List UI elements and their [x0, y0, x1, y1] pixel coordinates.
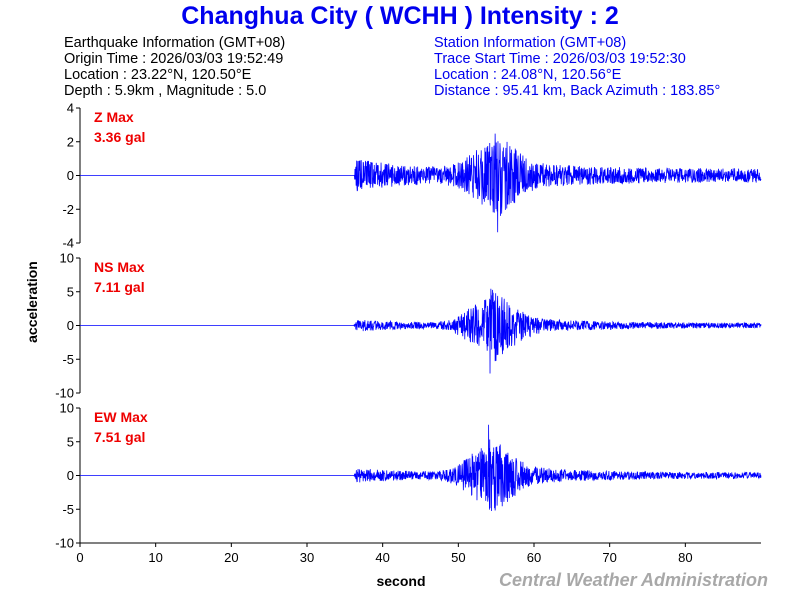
station-info-header: Station Information (GMT+08)	[434, 35, 627, 51]
y-tick-label: 2	[67, 134, 74, 149]
peak-label: NS Max	[94, 259, 145, 275]
peak-label: EW Max	[94, 409, 148, 425]
panel-z: 4 2 0 -2 -4 Z Max 3.36 gal	[62, 101, 762, 251]
y-tick-label: 10	[60, 401, 74, 416]
y-tick-label: 0	[67, 468, 74, 483]
peak-value: 7.51 gal	[94, 429, 145, 445]
panel-ns: 10 5 0 -5 -10 NS Max 7.11 gal	[55, 251, 762, 401]
x-axis-label: second	[376, 573, 425, 589]
y-tick-label: 4	[67, 101, 74, 116]
x-tick-label: 0	[76, 550, 83, 565]
earthquake-info-header: Earthquake Information (GMT+08)	[64, 35, 286, 51]
trace-ew	[80, 424, 762, 511]
y-axis-label: acceleration	[24, 261, 40, 343]
epicenter-location: Location : 23.22°N, 120.50°E	[64, 67, 252, 83]
y-tick-label: 5	[67, 284, 74, 299]
distance-azimuth: Distance : 95.41 km, Back Azimuth : 183.…	[434, 83, 721, 99]
earthquake-info: Earthquake Information (GMT+08) Origin T…	[64, 35, 285, 99]
page-title: Changhua City ( WCHH ) Intensity : 2	[181, 2, 619, 30]
x-tick-label: 20	[224, 550, 238, 565]
trace-z	[80, 133, 762, 233]
x-tick-label: 50	[451, 550, 465, 565]
x-tick-label: 40	[375, 550, 389, 565]
trace-start-time: Trace Start Time : 2026/03/03 19:52:30	[434, 51, 686, 67]
x-tick-label: 30	[300, 550, 314, 565]
peak-value: 7.11 gal	[94, 279, 145, 295]
x-tick-label: 80	[678, 550, 692, 565]
y-tick-label: -10	[55, 386, 74, 401]
origin-time: Origin Time : 2026/03/03 19:52:49	[64, 51, 284, 67]
panel-ew: 10 5 0 -5 -10 EW Max 7.51 gal	[55, 401, 762, 551]
depth-magnitude: Depth : 5.9km , Magnitude : 5.0	[64, 83, 267, 99]
peak-value: 3.36 gal	[94, 129, 145, 145]
y-tick-label: 10	[60, 251, 74, 266]
y-tick-label: 0	[67, 318, 74, 333]
credit-text: Central Weather Administration	[499, 570, 768, 590]
y-tick-label: 0	[67, 168, 74, 183]
x-tick-label: 10	[148, 550, 162, 565]
y-tick-label: -2	[62, 202, 74, 217]
y-tick-label: -5	[62, 502, 74, 517]
y-tick-label: -4	[62, 236, 74, 251]
x-tick-label: 60	[527, 550, 541, 565]
x-tick-label: 70	[602, 550, 616, 565]
station-location: Location : 24.08°N, 120.56°E	[434, 67, 622, 83]
y-tick-label: -10	[55, 536, 74, 551]
y-tick-label: -5	[62, 352, 74, 367]
y-tick-label: 5	[67, 434, 74, 449]
peak-label: Z Max	[94, 109, 134, 125]
station-info: Station Information (GMT+08) Trace Start…	[434, 35, 720, 99]
trace-ns	[80, 288, 762, 374]
